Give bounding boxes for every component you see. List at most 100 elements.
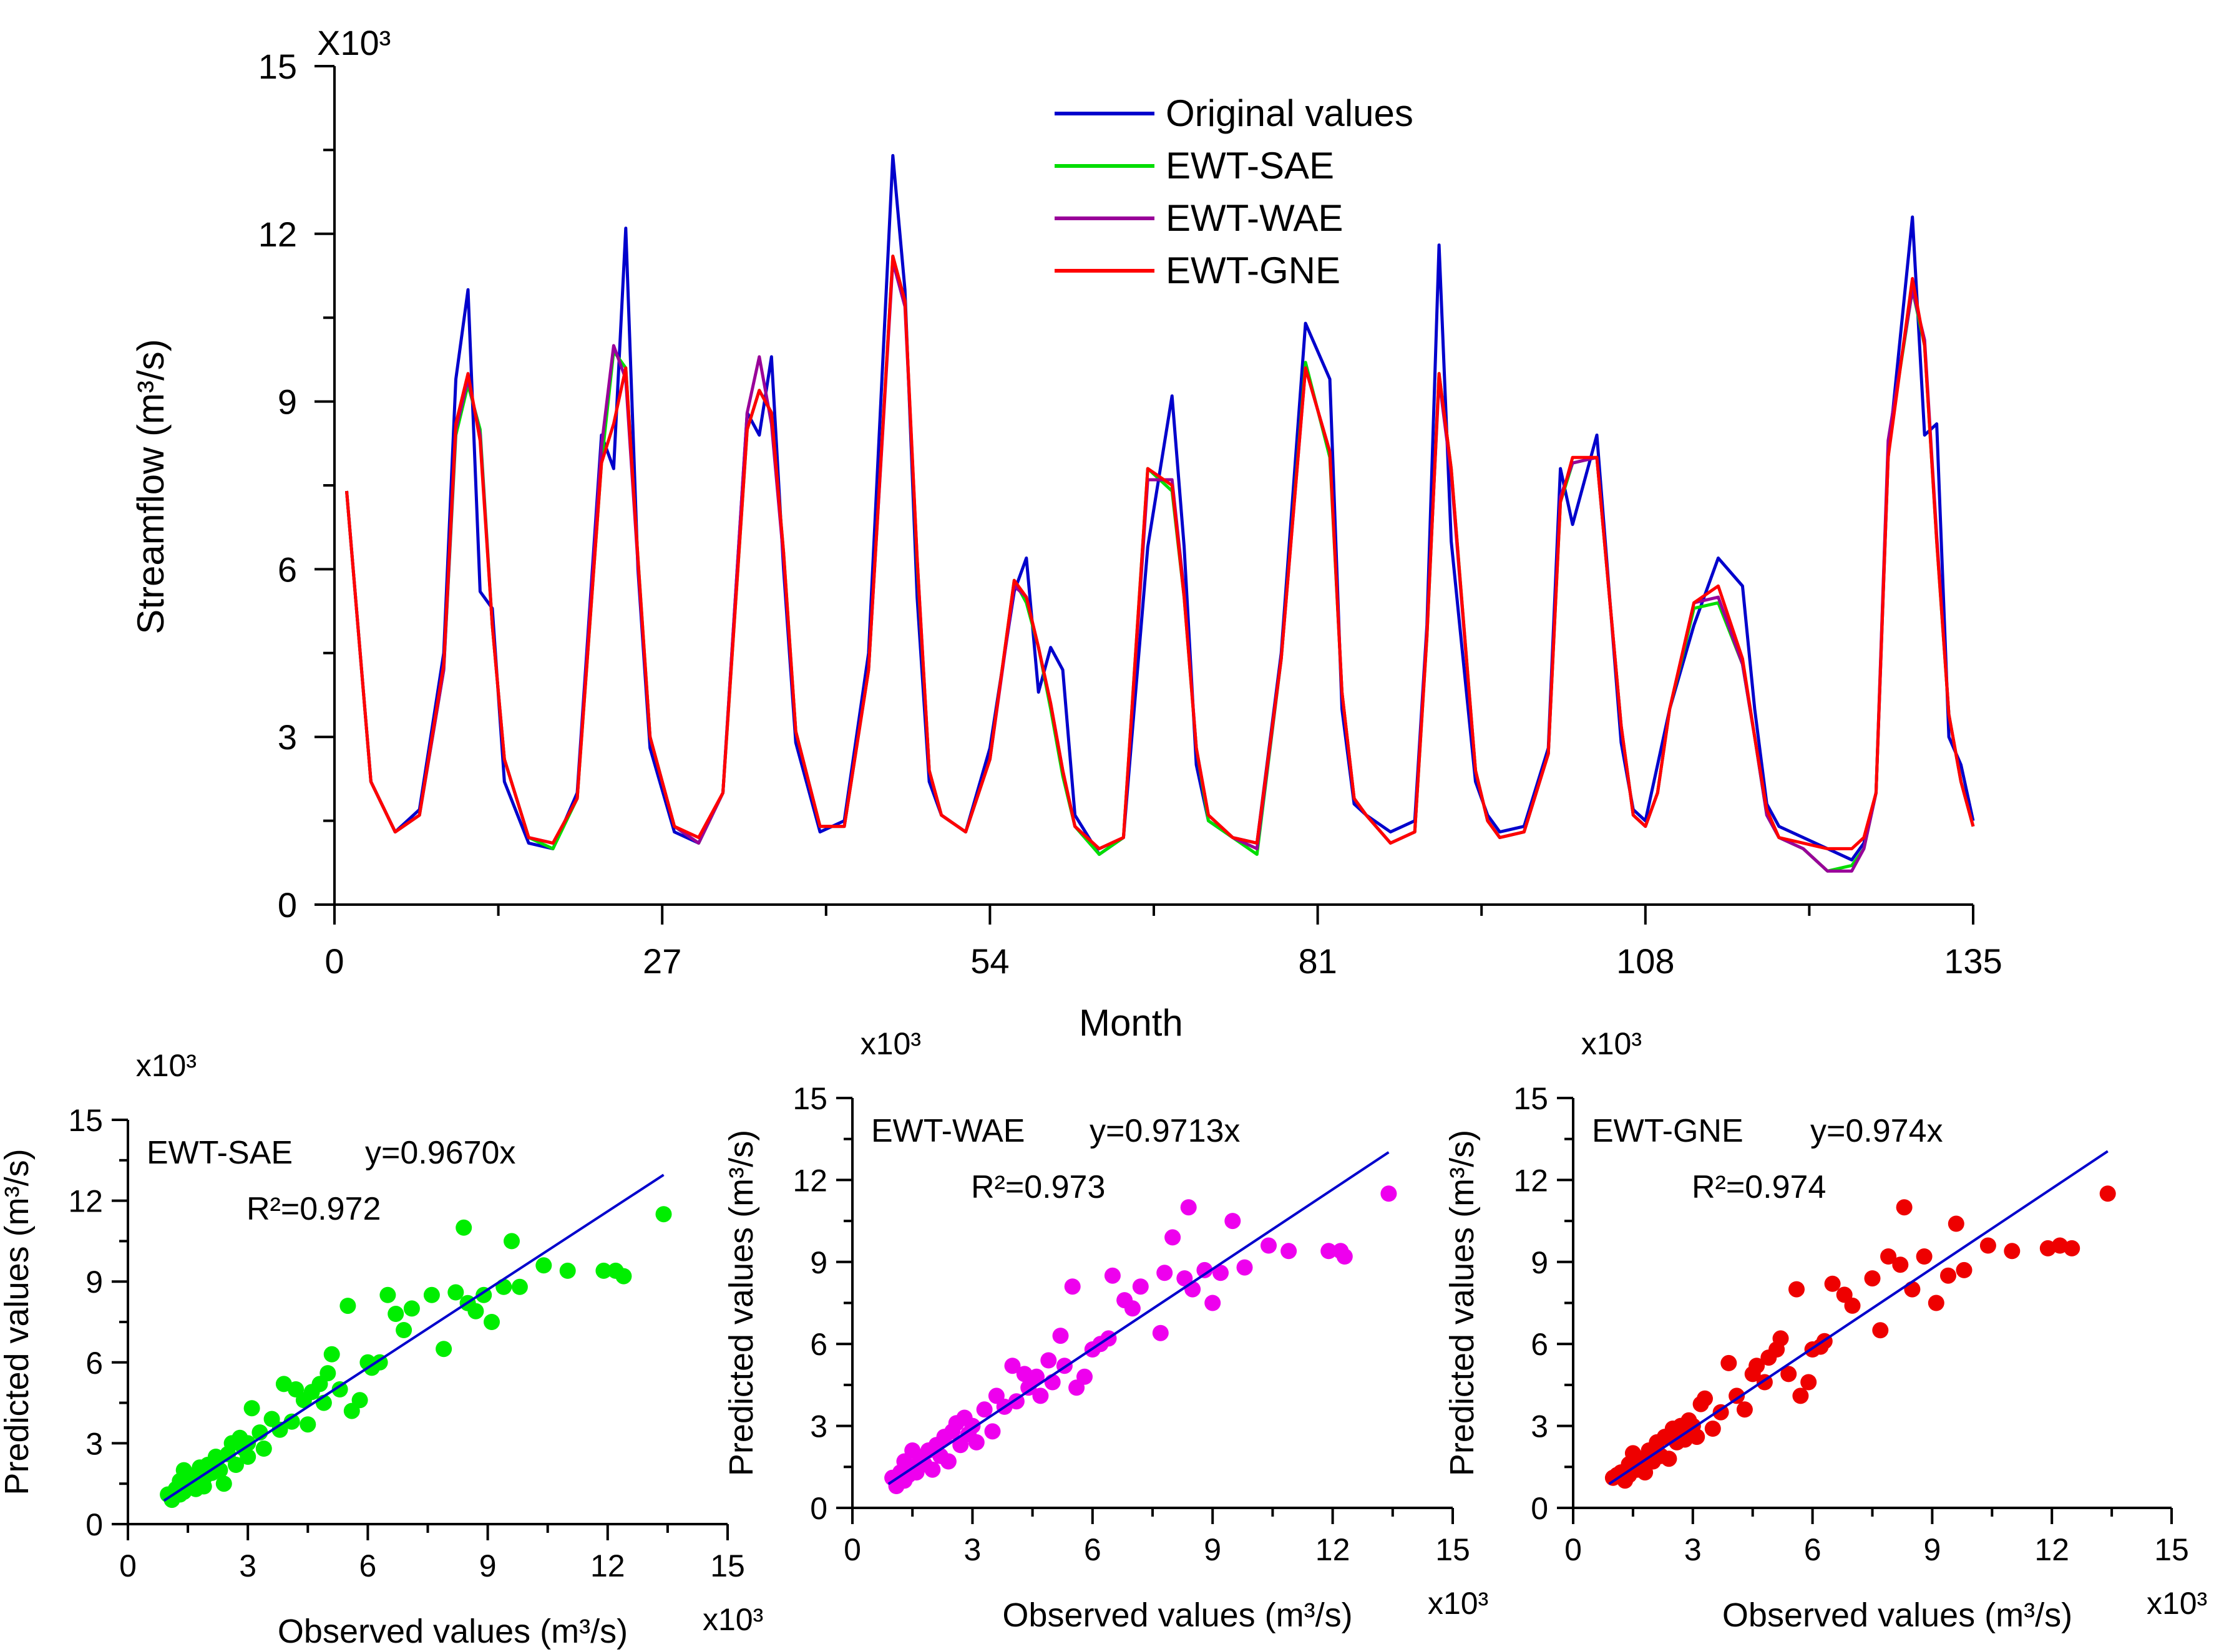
scatter-point: [255, 1441, 272, 1457]
fit-line: [163, 1173, 665, 1502]
scatter-point: [1212, 1265, 1229, 1281]
y-axis-label: Predicted values (m³/s): [723, 1130, 760, 1476]
scatter-point: [1152, 1324, 1169, 1341]
scatter-point: [1132, 1278, 1149, 1295]
y-tick-label: 3: [810, 1409, 827, 1444]
scatter-panel-3: 0 3 6 9 12 15 0 3 6 9 12 15 x10³ x10³ Observed values …: [1443, 1026, 2207, 1634]
scatter-panel-2: 0 3 6 9 12 15 0 3 6 9 12 15 x10³ x10³ Observed values …: [723, 1026, 1488, 1634]
model-label: EWT-SAE: [147, 1135, 293, 1171]
series-line-ewt-wae: [345, 260, 1975, 873]
model-label: EWT-GNE: [1592, 1113, 1744, 1149]
scatter-point: [1280, 1243, 1297, 1260]
scatter-point: [1940, 1267, 1956, 1284]
x-tick-label: 0: [324, 941, 344, 981]
scatter-point: [1800, 1374, 1817, 1391]
x-tick-label: 15: [1435, 1532, 1470, 1567]
x-tick-label: 3: [963, 1532, 981, 1567]
scatter-point: [1196, 1261, 1213, 1278]
scatter-points: [1604, 1185, 2116, 1489]
scatter-point: [423, 1286, 440, 1303]
x-axis-label: Observed values (m³/s): [1722, 1596, 2072, 1634]
y-tick-label: 9: [278, 382, 297, 422]
y-tick-label: 0: [1531, 1491, 1548, 1526]
scatter-point: [984, 1423, 1001, 1440]
scatter-point: [535, 1257, 552, 1274]
scatter-point: [511, 1278, 528, 1295]
scatter-point: [403, 1300, 420, 1317]
y-tick-label: 6: [85, 1346, 103, 1381]
scatter-point: [1880, 1248, 1897, 1265]
scatter-point: [1916, 1248, 1933, 1265]
scatter-point: [976, 1401, 993, 1418]
scatter-point: [323, 1346, 340, 1363]
y-tick-label: 9: [1531, 1245, 1548, 1280]
x-multiplier: x10³: [1428, 1586, 1488, 1621]
scatter-point: [1748, 1358, 1765, 1374]
y-tick-label: 0: [85, 1507, 103, 1542]
scatter-point: [1772, 1330, 1789, 1347]
scatter-point: [1028, 1368, 1045, 1385]
x-tick-label: 3: [239, 1548, 256, 1583]
fit-line: [1608, 1150, 2109, 1485]
x-tick-label: 12: [590, 1548, 625, 1583]
x-tick-label: 27: [643, 941, 681, 981]
scatter-point: [1156, 1265, 1173, 1281]
y-tick-label: 12: [1513, 1163, 1548, 1198]
y-tick-label: 12: [793, 1163, 827, 1198]
scatter-point: [1661, 1450, 1677, 1467]
legend-label: EWT-GNE: [1166, 250, 1340, 291]
scatter-panel-1: 0 3 6 9 12 15 0 3 6 9 12 15 x10³ x10³ Observed values …: [0, 1048, 763, 1650]
regression-equation: y=0.9670x: [365, 1135, 515, 1171]
y-tick-label: 6: [278, 550, 297, 589]
x-tick-label: 54: [970, 941, 1009, 981]
scatter-point: [1224, 1213, 1241, 1230]
y-axis-label: Predicted values (m³/s): [1443, 1130, 1481, 1476]
scatter-point: [1712, 1404, 1729, 1421]
scatter-point: [300, 1416, 316, 1433]
scatter-point: [1792, 1387, 1809, 1404]
scatter-point: [495, 1278, 512, 1295]
x-tick-label: 15: [710, 1548, 745, 1583]
y-tick-label: 15: [793, 1081, 827, 1116]
legend: Original values EWT-SAE EWT-WAE EWT-GNE: [1055, 92, 1413, 291]
x-tick-label: 15: [2154, 1532, 2189, 1567]
scatter-point: [940, 1453, 957, 1470]
scatter-point: [924, 1461, 941, 1478]
y-tick-label: 3: [85, 1426, 103, 1461]
scatter-point: [1032, 1387, 1049, 1404]
x-tick-label: 12: [1315, 1532, 1350, 1567]
y-multiplier: x10³: [1581, 1026, 1642, 1061]
legend-label: EWT-SAE: [1166, 145, 1334, 187]
scatter-point: [2099, 1185, 2116, 1202]
scatter-point: [1064, 1278, 1081, 1295]
scatter-point: [1697, 1390, 1713, 1407]
scatter-point: [484, 1314, 500, 1330]
y-tick-label: 3: [278, 717, 297, 757]
x-tick-label: 9: [1204, 1532, 1221, 1567]
y-tick-label: 12: [68, 1184, 103, 1219]
scatter-point: [1076, 1368, 1093, 1385]
y-axis-label: Streamflow (m³/s): [130, 339, 172, 634]
scatter-point: [1720, 1354, 1737, 1371]
y-tick-label: 15: [68, 1103, 103, 1138]
scatter-point: [271, 1421, 288, 1438]
scatter-point: [1040, 1352, 1057, 1369]
scatter-point: [1736, 1401, 1753, 1418]
scatter-points: [160, 1206, 672, 1509]
scatter-point: [1956, 1261, 1973, 1278]
scatter-point: [240, 1449, 256, 1465]
scatter-point: [1928, 1295, 1944, 1311]
top-line-chart: 0 27 54 81 108 135 0 3 6 9 12 15 X10³ Month Streamflow…: [130, 23, 2002, 1044]
scatter-point: [1689, 1429, 1705, 1446]
scatter-point: [2064, 1240, 2080, 1256]
scatter-point: [1236, 1259, 1253, 1276]
scatter-point: [195, 1478, 212, 1495]
scatter-point: [447, 1284, 464, 1301]
x-tick-label: 9: [479, 1548, 497, 1583]
y-tick-label: 15: [258, 47, 297, 86]
scatter-point: [1824, 1275, 1841, 1292]
scatter-point: [1948, 1215, 1964, 1232]
scatter-point: [1788, 1281, 1805, 1298]
scatter-point: [1844, 1297, 1861, 1314]
